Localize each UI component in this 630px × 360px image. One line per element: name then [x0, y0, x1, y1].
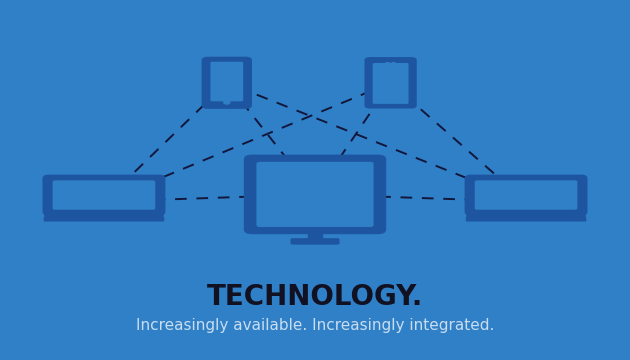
FancyBboxPatch shape	[53, 180, 155, 210]
FancyBboxPatch shape	[466, 211, 586, 219]
Bar	[308, 230, 322, 240]
FancyBboxPatch shape	[373, 63, 409, 104]
FancyBboxPatch shape	[244, 155, 386, 234]
FancyBboxPatch shape	[475, 180, 577, 210]
FancyBboxPatch shape	[466, 217, 587, 221]
FancyBboxPatch shape	[464, 175, 587, 216]
Circle shape	[224, 100, 230, 104]
FancyBboxPatch shape	[290, 238, 340, 245]
Circle shape	[386, 63, 390, 66]
Text: Increasingly available. Increasingly integrated.: Increasingly available. Increasingly int…	[136, 318, 494, 333]
FancyBboxPatch shape	[364, 57, 417, 109]
FancyBboxPatch shape	[202, 57, 252, 109]
FancyBboxPatch shape	[44, 211, 164, 219]
FancyBboxPatch shape	[210, 62, 243, 101]
Text: TECHNOLOGY.: TECHNOLOGY.	[207, 283, 423, 311]
FancyBboxPatch shape	[43, 217, 164, 221]
Circle shape	[391, 63, 396, 66]
FancyBboxPatch shape	[256, 162, 374, 227]
FancyBboxPatch shape	[43, 175, 165, 216]
